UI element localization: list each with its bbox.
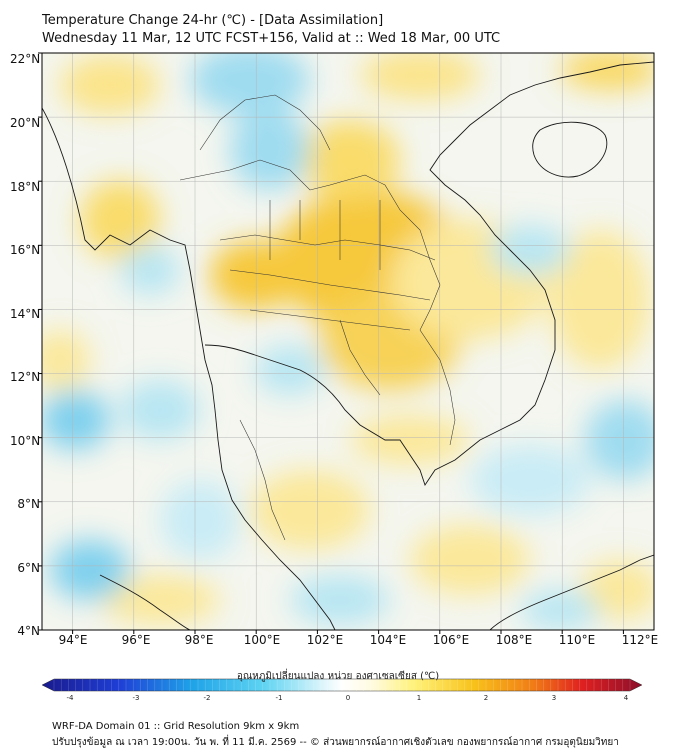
lon-label: 110°E (558, 633, 596, 647)
lat-label: 8°N (17, 497, 40, 511)
lat-label: 16°N (10, 243, 41, 257)
colorbar-title: อุณหภูมิเปลี่ยนแปลง หน่วย องศาเซลเซียส (… (236, 671, 440, 682)
footer-update-info: ปรับปรุงข้อมูล ณ เวลา 19:00น. วัน พ. ที่… (52, 737, 619, 748)
lat-label: 14°N (10, 307, 41, 321)
lat-label: 22°N (10, 52, 41, 66)
sumatra-coast (99, 574, 191, 630)
lon-label: 100°E (243, 633, 281, 647)
colorbar-tick: 2 (483, 694, 489, 702)
footer-model-info: WRF-DA Domain 01 :: Grid Resolution 9km … (52, 721, 300, 732)
lon-label: 96°E (121, 633, 151, 647)
lat-label: 6°N (17, 561, 40, 575)
lon-label: 102°E (306, 633, 344, 647)
borneo-coast (489, 554, 654, 630)
admin-borders (179, 94, 456, 541)
colorbar-tick: -2 (203, 694, 211, 702)
colorbar-tick: -3 (132, 694, 140, 702)
lon-label: 98°E (184, 633, 214, 647)
colorbar (41, 678, 643, 692)
colorbar-steps (53, 679, 631, 691)
lon-label: 112°E (621, 633, 659, 647)
lon-label: 108°E (495, 633, 533, 647)
lon-label: 106°E (432, 633, 470, 647)
colorbar-tick: 4 (623, 694, 629, 702)
chart-subtitle: Wednesday 11 Mar, 12 UTC FCST+156, Valid… (42, 31, 501, 46)
mainland-coast (42, 107, 336, 630)
colorbar-tick: 1 (416, 694, 422, 702)
colorbar-tick: -1 (275, 694, 283, 702)
coastlines (42, 61, 654, 630)
lat-label: 10°N (10, 434, 41, 448)
colorbar-tick: -4 (66, 694, 74, 702)
lat-label: 18°N (10, 180, 41, 194)
chart-title: Temperature Change 24-hr (℃) - [Data Ass… (42, 13, 384, 28)
lat-label: 12°N (10, 370, 41, 384)
colorbar-gradient (41, 678, 643, 692)
lat-label: 4°N (17, 624, 40, 638)
lat-label: 20°N (10, 116, 41, 130)
lon-label: 104°E (369, 633, 407, 647)
gulf-coast (204, 61, 654, 487)
hainan-island (532, 121, 608, 178)
map-gridlines (42, 53, 654, 630)
lon-label: 94°E (58, 633, 88, 647)
map-frame (41, 52, 655, 631)
colorbar-tick: 0 (345, 694, 351, 702)
axis-ticks (38, 52, 624, 634)
colorbar-tick: 3 (551, 694, 557, 702)
